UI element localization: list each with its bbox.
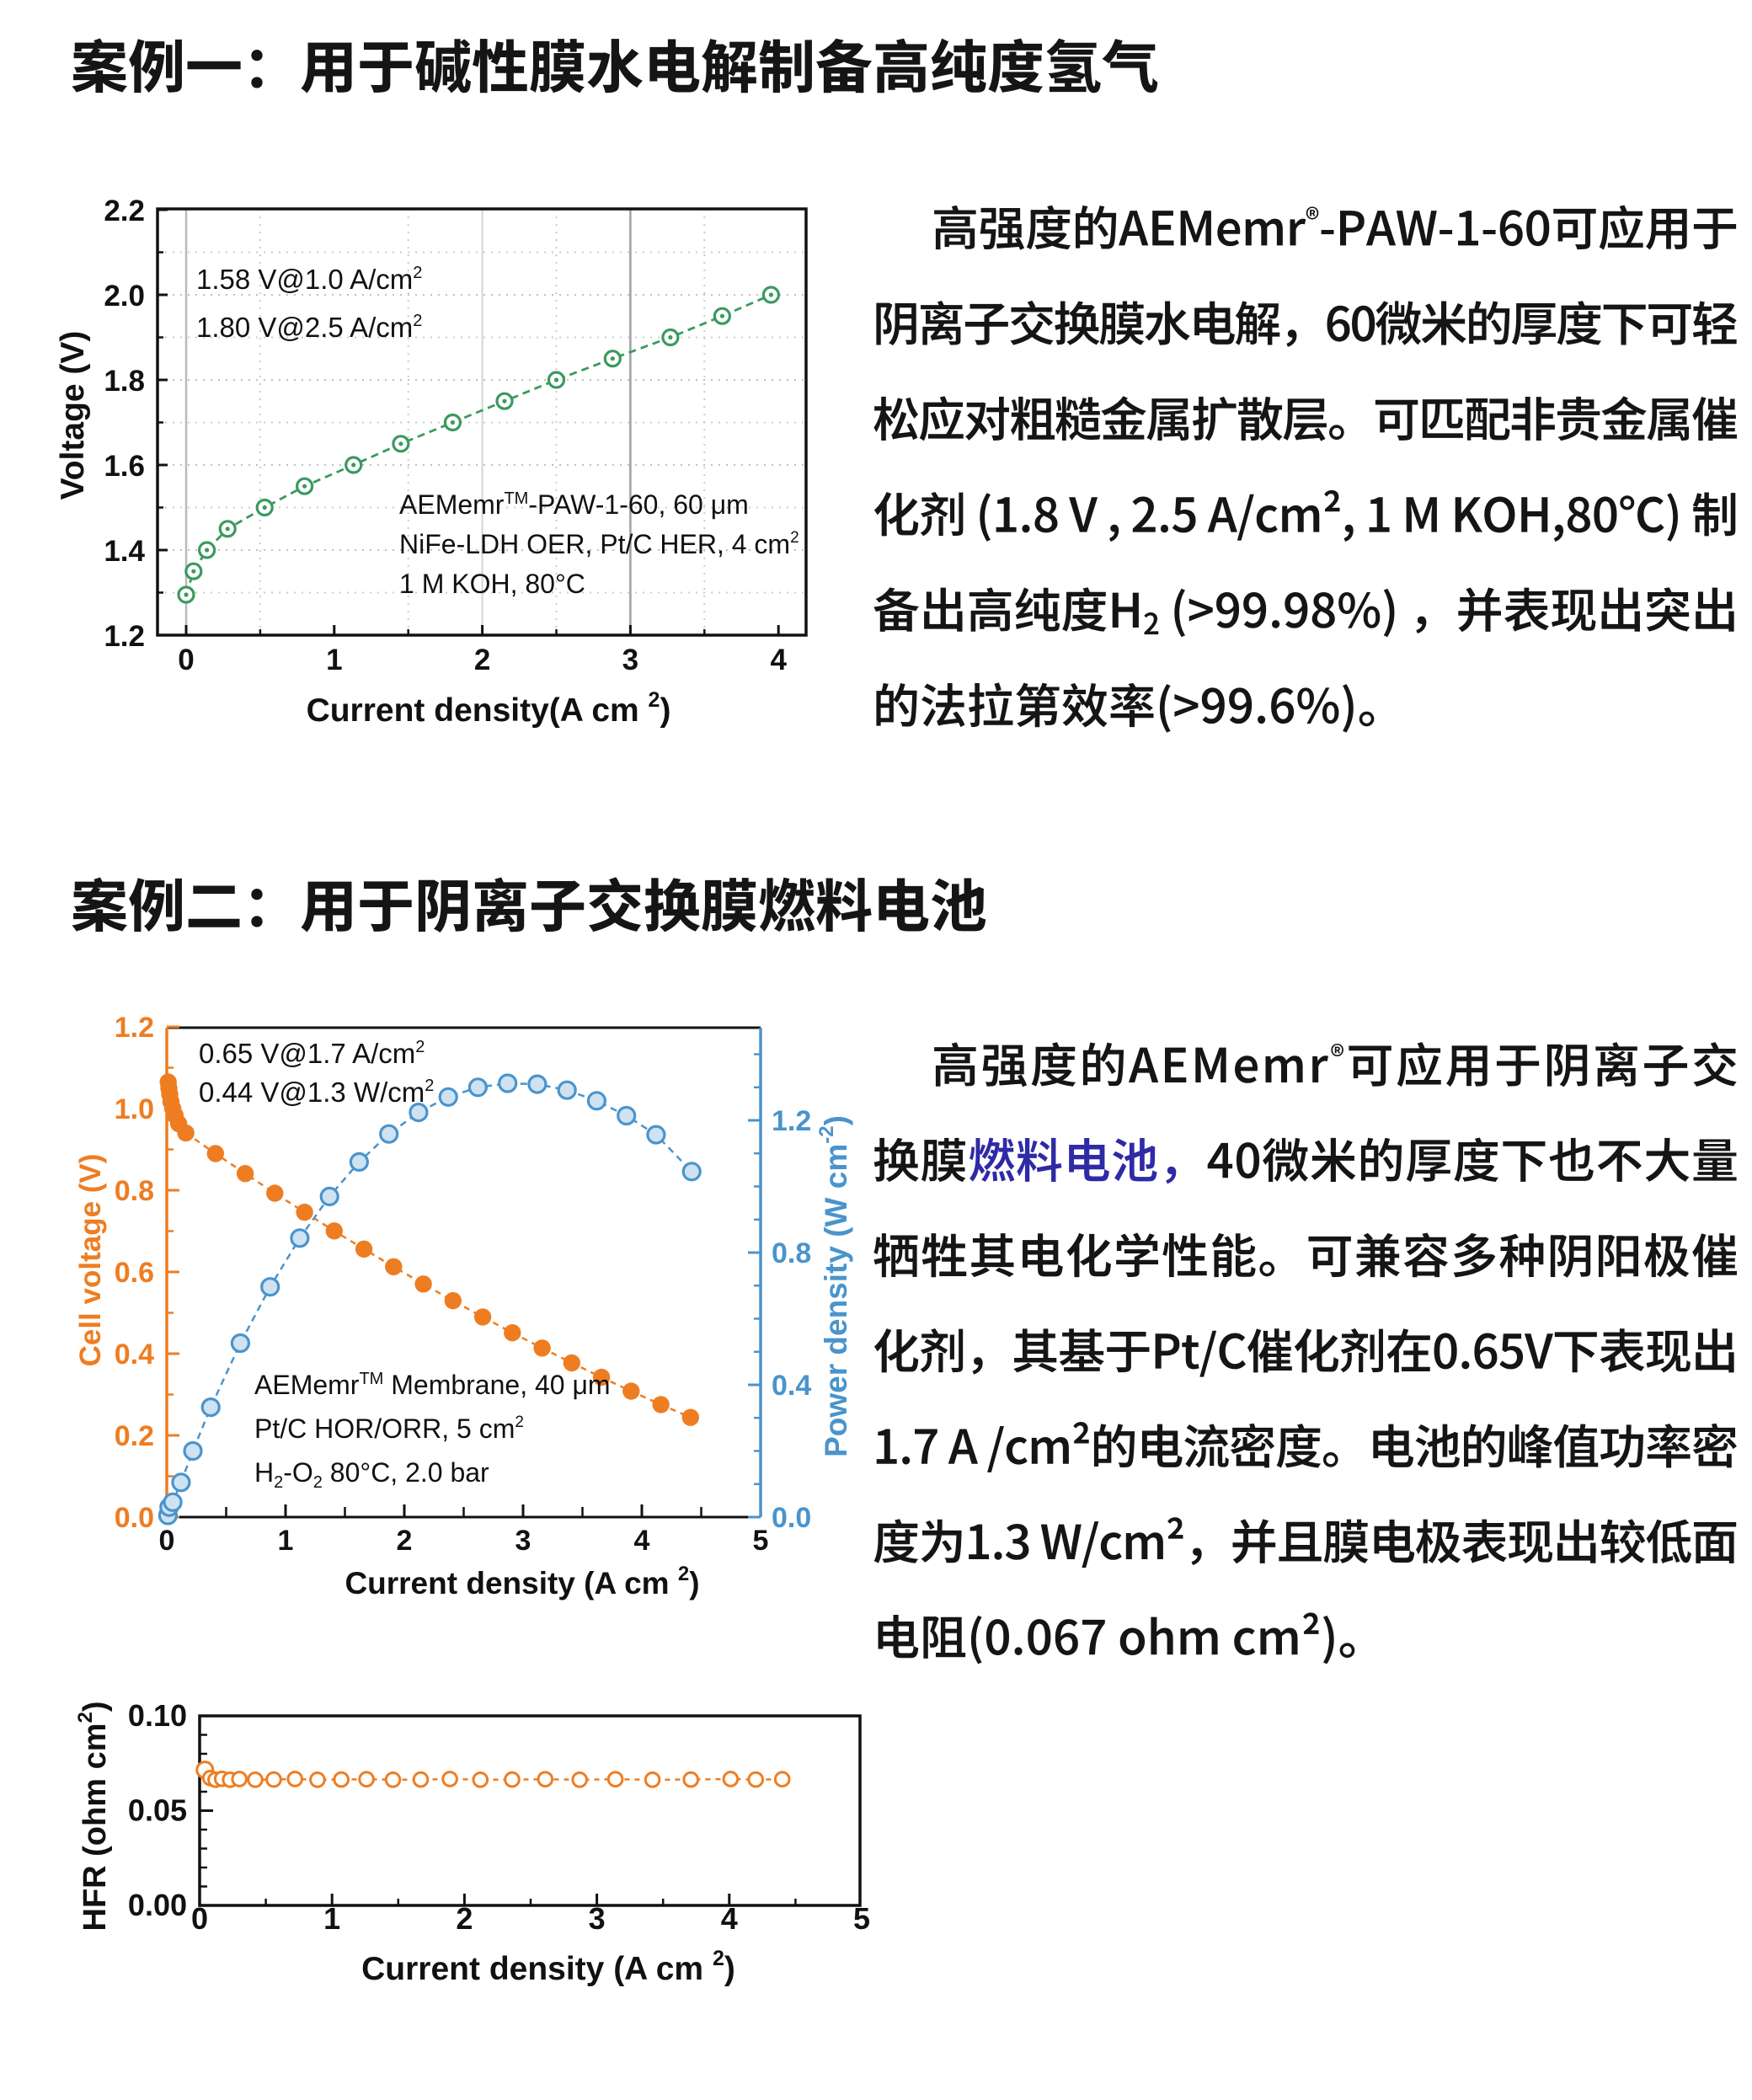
svg-text:AEMemrTM Membrane, 40 μm: AEMemrTM Membrane, 40 μm — [254, 1370, 611, 1400]
svg-text:1: 1 — [326, 644, 342, 676]
svg-text:0.4: 0.4 — [115, 1339, 154, 1371]
svg-text:1.80 V@2.5 A/cm2: 1.80 V@2.5 A/cm2 — [196, 312, 422, 343]
svg-text:0.44 V@1.3 W/cm2: 0.44 V@1.3 W/cm2 — [199, 1077, 434, 1108]
svg-text:0.6: 0.6 — [115, 1257, 154, 1289]
svg-text:1.2: 1.2 — [772, 1105, 811, 1137]
svg-text:4: 4 — [770, 644, 787, 676]
svg-text:2.2: 2.2 — [104, 195, 145, 227]
svg-text:0: 0 — [159, 1525, 175, 1557]
svg-text:1.8: 1.8 — [104, 365, 145, 398]
svg-text:1.2: 1.2 — [104, 620, 145, 653]
svg-text:0.4: 0.4 — [772, 1370, 811, 1402]
svg-text:5: 5 — [753, 1525, 769, 1557]
svg-text:1.0: 1.0 — [115, 1093, 154, 1125]
svg-text:0.10: 0.10 — [128, 1698, 187, 1733]
svg-text:Power density (W cm-2): Power density (W cm-2) — [815, 1115, 853, 1457]
svg-text:3: 3 — [622, 644, 638, 676]
svg-text:0.65 V@1.7 A/cm2: 0.65 V@1.7 A/cm2 — [199, 1038, 425, 1069]
svg-text:3: 3 — [515, 1525, 531, 1557]
svg-text:0: 0 — [191, 1901, 208, 1936]
svg-text:2: 2 — [474, 644, 490, 676]
svg-text:1.4: 1.4 — [104, 535, 145, 568]
svg-text:Current density(A cm 2): Current density(A cm 2) — [307, 688, 671, 729]
svg-text:Voltage (V): Voltage (V) — [55, 331, 91, 500]
svg-text:1: 1 — [323, 1901, 340, 1936]
svg-text:1.6: 1.6 — [104, 450, 145, 483]
svg-text:Cell voltage (V): Cell voltage (V) — [74, 1154, 107, 1367]
svg-text:0.2: 0.2 — [115, 1420, 154, 1452]
svg-text:H2-O2 80°C, 2.0 bar: H2-O2 80°C, 2.0 bar — [254, 1457, 489, 1492]
svg-text:4: 4 — [634, 1525, 650, 1557]
svg-text:0.05: 0.05 — [128, 1793, 187, 1828]
svg-text:0.0: 0.0 — [772, 1502, 811, 1534]
svg-text:1.2: 1.2 — [115, 1012, 154, 1044]
svg-text:4: 4 — [721, 1901, 738, 1936]
svg-text:5: 5 — [853, 1901, 870, 1936]
svg-text:Pt/C HOR/ORR, 5 cm2: Pt/C HOR/ORR, 5 cm2 — [254, 1413, 524, 1444]
svg-text:1.58 V@1.0 A/cm2: 1.58 V@1.0 A/cm2 — [196, 264, 422, 295]
svg-text:NiFe-LDH OER, Pt/C HER, 4 cm2: NiFe-LDH OER, Pt/C HER, 4 cm2 — [399, 529, 799, 559]
svg-text:0.00: 0.00 — [128, 1888, 187, 1922]
svg-text:0.8: 0.8 — [115, 1175, 154, 1207]
svg-text:0.8: 0.8 — [772, 1237, 811, 1269]
svg-text:2.0: 2.0 — [104, 280, 145, 313]
svg-text:Current density (A cm 2): Current density (A cm 2) — [345, 1563, 699, 1600]
svg-text:1 M KOH, 80°C: 1 M KOH, 80°C — [399, 569, 585, 599]
svg-text:Current density (A cm 2): Current density (A cm 2) — [361, 1947, 735, 1987]
svg-text:0.0: 0.0 — [115, 1502, 154, 1534]
svg-text:HFR (ohm cm2): HFR (ohm cm2) — [74, 1701, 113, 1931]
svg-text:3: 3 — [589, 1901, 606, 1936]
svg-text:0: 0 — [178, 644, 194, 676]
svg-text:AEMemrTM-PAW-1-60, 60 μm: AEMemrTM-PAW-1-60, 60 μm — [399, 489, 749, 520]
svg-text:1: 1 — [278, 1525, 294, 1557]
svg-text:2: 2 — [456, 1901, 473, 1936]
svg-text:2: 2 — [397, 1525, 413, 1557]
